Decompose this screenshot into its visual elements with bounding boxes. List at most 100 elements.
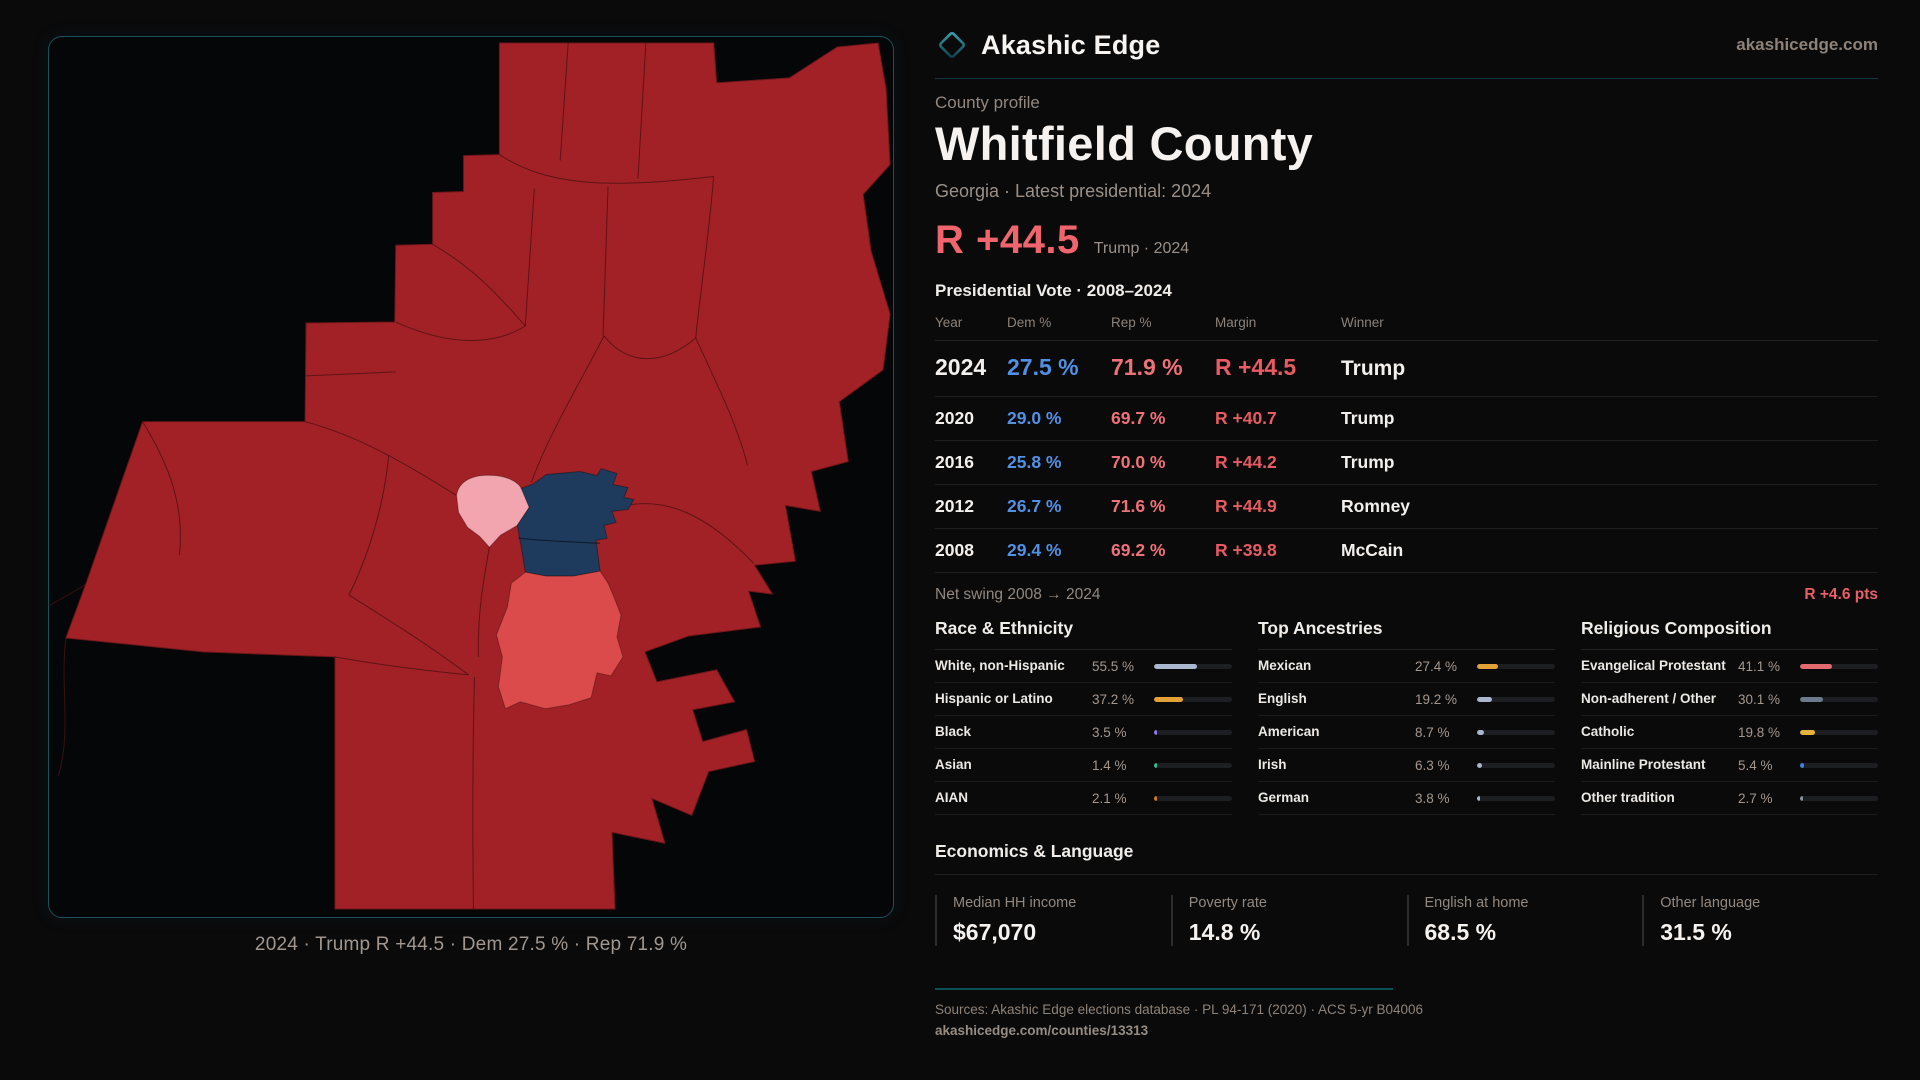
- demo-row: Mexican 27.4 %: [1258, 650, 1555, 683]
- race-ethnicity-column: Race & Ethnicity White, non-Hispanic 55.…: [935, 618, 1232, 815]
- net-swing-value: R +4.6 pts: [1804, 586, 1878, 603]
- demo-bar-track: [1477, 795, 1555, 801]
- cell-year: 2012: [935, 496, 974, 516]
- demo-value: 19.2 %: [1415, 691, 1458, 707]
- demo-bar-fill: [1154, 663, 1198, 669]
- brand-header: Akashic Edge akashicedge.com: [935, 28, 1878, 79]
- cell-dem-pct: 25.8 %: [1007, 452, 1062, 472]
- map-caption: 2024 · Trump R +44.5 · Dem 27.5 % · Rep …: [254, 934, 688, 955]
- demo-bar-fill: [1800, 696, 1824, 702]
- demo-label: Catholic: [1581, 723, 1635, 739]
- col-dem: Dem %: [1007, 315, 1052, 330]
- demo-bar-fill: [1477, 795, 1480, 801]
- stat-block: Median HH income $67,070: [935, 895, 1171, 946]
- demo-row: Other tradition 2.7 %: [1581, 782, 1878, 815]
- precinct-borders: [142, 42, 754, 910]
- demo-value: 6.3 %: [1415, 757, 1450, 773]
- precinct-pink: [456, 474, 533, 548]
- demo-row: German 3.8 %: [1258, 782, 1555, 815]
- demo-bar-track: [1477, 729, 1555, 735]
- demo-bar-track: [1800, 696, 1878, 702]
- vote-table-body: 2024 27.5 % 71.9 % R +44.5 Trump 2020 29…: [935, 341, 1878, 573]
- brand-lockup: Akashic Edge: [935, 28, 1160, 62]
- cell-winner: Trump: [1341, 357, 1406, 380]
- cell-dem-pct: 29.4 %: [1007, 540, 1062, 560]
- demo-bar-track: [1154, 795, 1232, 801]
- demo-bar-track: [1154, 729, 1232, 735]
- demo-value: 2.7 %: [1738, 790, 1773, 806]
- vote-table-row: 2024 27.5 % 71.9 % R +44.5 Trump: [935, 341, 1878, 397]
- stat-block: Poverty rate 14.8 %: [1170, 895, 1407, 946]
- demo-value: 5.4 %: [1738, 757, 1773, 773]
- neighbor-boundaries: [49, 583, 87, 777]
- demo-bar-fill: [1800, 663, 1833, 669]
- cell-margin: R +40.7: [1215, 408, 1277, 428]
- cell-year: 2020: [935, 408, 974, 428]
- demo-bar-fill: [1800, 762, 1805, 768]
- headline-margin-note: Trump · 2024: [1093, 240, 1190, 257]
- brand-domain-link[interactable]: akashicedge.com: [1736, 35, 1878, 54]
- demo-value: 19.8 %: [1738, 724, 1781, 740]
- demo-label: Irish: [1258, 756, 1287, 772]
- demo-value: 1.4 %: [1092, 757, 1127, 773]
- footer-sources: Sources: Akashic Edge elections database…: [935, 1002, 1424, 1017]
- page-title: Whitfield County: [935, 117, 1314, 170]
- economics-title: Economics & Language: [935, 841, 1878, 875]
- demo-value: 37.2 %: [1092, 691, 1135, 707]
- ancestries-title: Top Ancestries: [1258, 618, 1555, 650]
- demo-value: 8.7 %: [1415, 724, 1450, 740]
- county-outline: [65, 42, 891, 910]
- stat-value: 31.5 %: [1660, 919, 1732, 945]
- demo-label: Non-adherent / Other: [1581, 690, 1717, 706]
- headline-margin-value: R +44.5: [935, 218, 1080, 262]
- cell-year: 2016: [935, 452, 974, 472]
- demo-bar-fill: [1154, 795, 1157, 801]
- religion-rows: Evangelical Protestant 41.1 % Non-adhere…: [1581, 650, 1878, 815]
- demo-bar-track: [1800, 729, 1878, 735]
- cell-margin: R +44.2: [1215, 452, 1277, 472]
- headline-margin-block: R +44.5 Trump · 2024: [935, 218, 1878, 263]
- cell-winner: Romney: [1341, 496, 1411, 516]
- demo-label: German: [1258, 789, 1310, 805]
- demo-bar-track: [1477, 696, 1555, 702]
- navy-precinct-divider: [518, 537, 601, 544]
- vote-table-header: Year Dem % Rep % Margin Winner: [935, 315, 1878, 341]
- demo-row: AIAN 2.1 %: [935, 782, 1232, 815]
- demo-label: Other tradition: [1581, 789, 1675, 805]
- demo-bar-track: [1800, 762, 1878, 768]
- demo-bar-fill: [1477, 762, 1482, 768]
- cell-rep-pct: 70.0 %: [1111, 452, 1166, 472]
- col-margin: Margin: [1215, 315, 1257, 330]
- demo-label: Evangelical Protestant: [1581, 657, 1726, 673]
- demo-bar-track: [1800, 795, 1878, 801]
- demo-value: 2.1 %: [1092, 790, 1127, 806]
- profile-panel: Akashic Edge akashicedge.com County prof…: [935, 28, 1878, 1040]
- demo-row: English 19.2 %: [1258, 683, 1555, 716]
- demo-value: 3.8 %: [1415, 790, 1450, 806]
- demo-label: Asian: [935, 756, 972, 772]
- demo-row: Catholic 19.8 %: [1581, 716, 1878, 749]
- demo-row: Black 3.5 %: [935, 716, 1232, 749]
- demo-row: White, non-Hispanic 55.5 %: [935, 650, 1232, 683]
- cell-rep-pct: 69.2 %: [1111, 540, 1166, 560]
- col-rep: Rep %: [1111, 315, 1152, 330]
- demo-label: Black: [935, 723, 972, 739]
- ancestries-rows: Mexican 27.4 % English 19.2 % American: [1258, 650, 1555, 815]
- religion-title: Religious Composition: [1581, 618, 1878, 650]
- demo-bar-fill: [1154, 729, 1157, 735]
- precinct-bright-red: [495, 570, 624, 710]
- stat-label: Other language: [1660, 895, 1761, 911]
- demo-bar-fill: [1800, 795, 1803, 801]
- demo-bar-track: [1800, 663, 1878, 669]
- demo-row: Evangelical Protestant 41.1 %: [1581, 650, 1878, 683]
- stat-value: 68.5 %: [1424, 919, 1497, 945]
- col-year: Year: [935, 315, 963, 330]
- county-precinct-map: [49, 42, 891, 910]
- vote-table-row: 2016 25.8 % 70.0 % R +44.2 Trump: [935, 441, 1878, 485]
- footer-permalink[interactable]: akashicedge.com/counties/13313: [935, 1023, 1149, 1038]
- vote-table-row: 2020 29.0 % 69.7 % R +40.7 Trump: [935, 397, 1878, 441]
- demo-bar-fill: [1154, 762, 1157, 768]
- stat-value: 14.8 %: [1188, 919, 1261, 945]
- vote-table-row: 2012 26.7 % 71.6 % R +44.9 Romney: [935, 485, 1878, 529]
